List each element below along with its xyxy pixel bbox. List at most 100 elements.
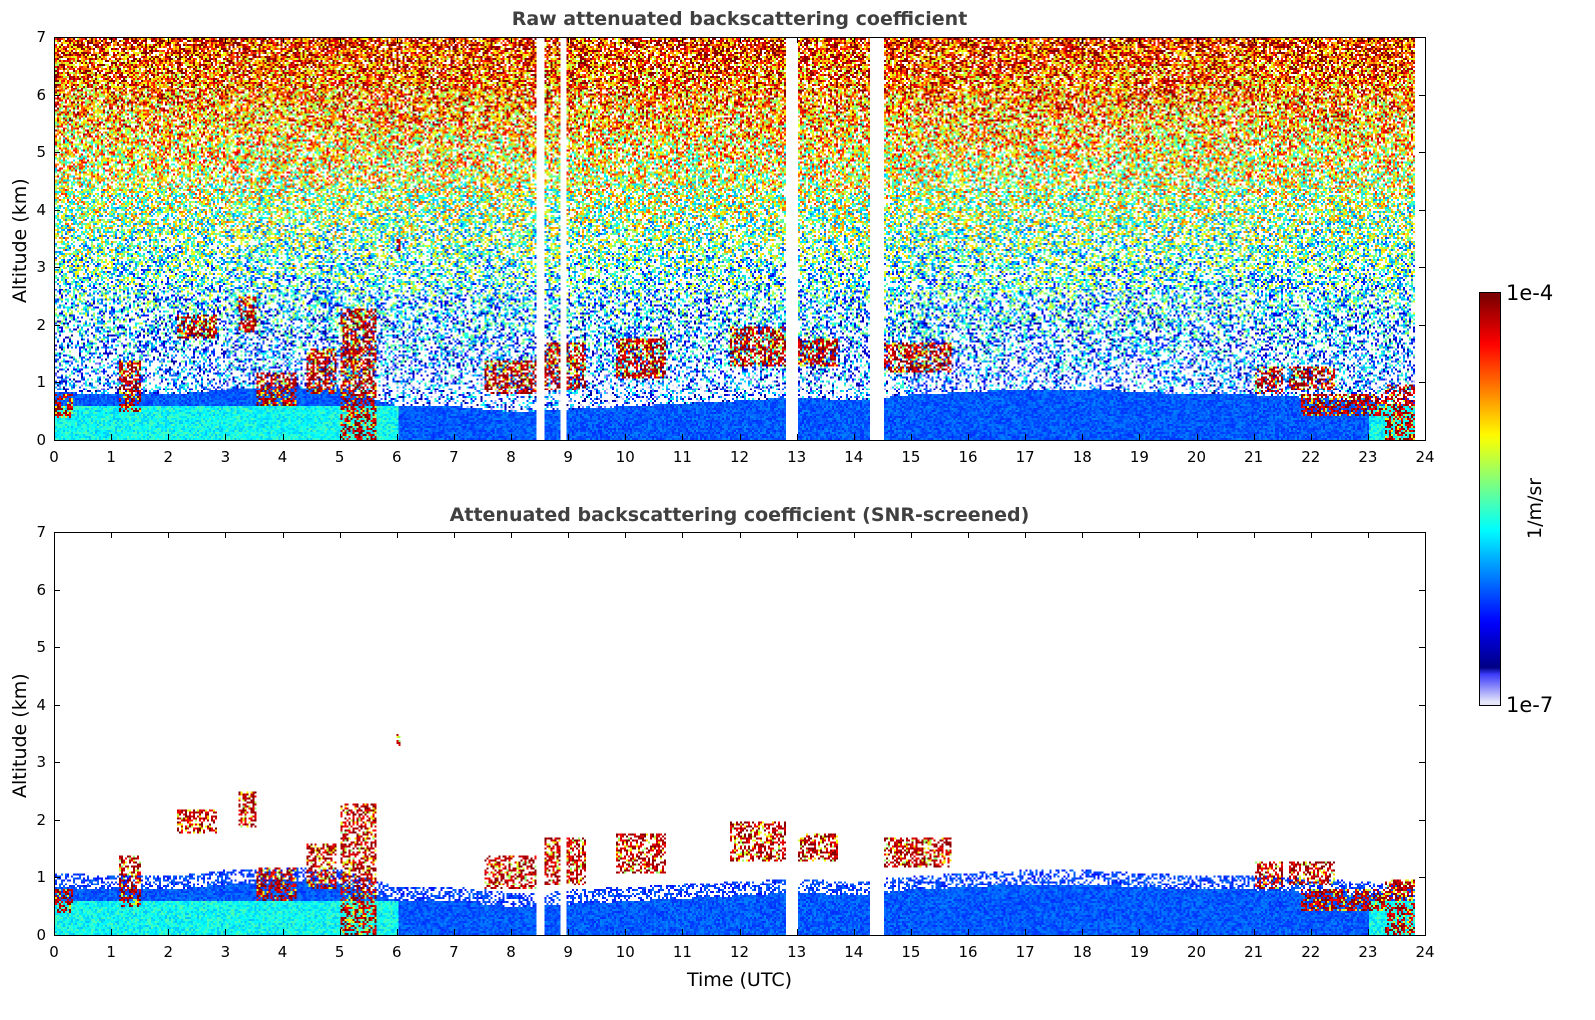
raw-backscatter-heatmap <box>54 37 1426 441</box>
x-tick-mark <box>1425 37 1426 43</box>
x-tick-mark <box>1310 532 1312 538</box>
x-tick-mark <box>168 929 170 935</box>
x-tick-mark <box>1253 37 1255 43</box>
x-tick-mark <box>1196 434 1198 440</box>
x-tick-label: 1 <box>106 943 116 961</box>
x-tick-mark <box>910 929 912 935</box>
x-tick-mark <box>682 434 684 440</box>
y-tick-label: 3 <box>36 753 46 772</box>
y-tick-mark <box>54 647 60 649</box>
y-tick-mark <box>1419 647 1425 649</box>
x-tick-mark <box>739 532 741 538</box>
y-tick-mark <box>54 382 60 384</box>
y-tick-mark <box>1419 94 1425 96</box>
x-tick-label: 1 <box>106 448 116 466</box>
x-tick-label: 7 <box>449 943 459 961</box>
x-tick-mark <box>1025 37 1027 43</box>
x-tick-label: 10 <box>615 448 635 466</box>
x-tick-mark <box>339 929 341 935</box>
x-tick-label: 20 <box>1186 448 1207 466</box>
colorbar-max-label: 1e-4 <box>1506 281 1554 305</box>
colorbar-gradient <box>1480 293 1500 705</box>
x-tick-mark <box>1139 532 1141 538</box>
x-tick-mark <box>282 434 284 440</box>
x-tick-mark <box>682 929 684 935</box>
y-tick-mark <box>1419 152 1425 154</box>
y-tick-label: 6 <box>36 580 46 599</box>
x-tick-label: 19 <box>1129 448 1149 466</box>
x-tick-mark <box>1196 532 1198 538</box>
x-tick-mark <box>453 434 455 440</box>
x-tick-label: 18 <box>1072 943 1092 961</box>
x-tick-mark <box>511 532 512 538</box>
x-tick-label: 5 <box>334 943 345 961</box>
x-tick-label: 16 <box>958 448 978 466</box>
x-tick-label: 21 <box>1244 448 1264 466</box>
colorbar-units-label: 1/m/sr <box>1524 477 1546 539</box>
x-tick-mark <box>111 532 113 538</box>
x-tick-mark <box>682 37 684 43</box>
y-tick-mark <box>1419 819 1425 821</box>
x-tick-mark <box>396 434 398 440</box>
x-tick-mark <box>1253 532 1255 538</box>
y-tick-label: 6 <box>36 85 46 104</box>
x-tick-label: 0 <box>49 943 59 961</box>
y-tick-label: 1 <box>36 868 46 887</box>
y-tick-mark <box>1419 762 1425 764</box>
x-tick-mark <box>568 434 570 440</box>
x-tick-mark <box>396 532 398 538</box>
x-tick-mark <box>396 37 398 43</box>
x-tick-mark <box>1139 434 1141 440</box>
y-tick-mark <box>54 94 60 96</box>
x-tick-mark <box>453 37 455 43</box>
x-tick-label: 21 <box>1244 943 1264 961</box>
x-tick-mark <box>111 434 113 440</box>
x-tick-mark <box>511 434 512 440</box>
x-tick-label: 9 <box>563 448 573 466</box>
y-tick-mark <box>54 877 60 879</box>
top-y-axis-label: Altitude (km) <box>9 178 31 303</box>
x-tick-label: 7 <box>449 448 459 466</box>
y-tick-mark <box>54 440 60 441</box>
x-tick-mark <box>1082 37 1084 43</box>
y-tick-label: 7 <box>36 28 46 46</box>
x-tick-mark <box>1310 929 1312 935</box>
y-tick-mark <box>1419 440 1425 441</box>
x-tick-mark <box>282 37 284 43</box>
x-tick-mark <box>568 37 570 43</box>
x-tick-mark <box>225 929 227 935</box>
y-tick-mark <box>1419 589 1425 591</box>
x-tick-mark <box>910 434 912 440</box>
x-tick-mark <box>1025 929 1027 935</box>
x-tick-mark <box>853 37 855 43</box>
x-tick-mark <box>225 37 227 43</box>
x-tick-mark <box>853 434 855 440</box>
x-tick-mark <box>1425 532 1426 538</box>
x-tick-label: 3 <box>220 448 231 466</box>
x-tick-mark <box>739 434 741 440</box>
y-tick-mark <box>1419 935 1425 936</box>
bottom-plot-title: Attenuated backscattering coefficient (S… <box>449 504 1030 526</box>
y-tick-mark <box>1419 382 1425 384</box>
x-tick-label: 8 <box>506 448 516 466</box>
x-tick-mark <box>54 532 55 538</box>
x-tick-label: 0 <box>49 448 59 466</box>
x-tick-label: 8 <box>506 943 516 961</box>
x-tick-label: 15 <box>901 448 921 466</box>
y-tick-mark <box>54 209 60 211</box>
heatmap-cells <box>55 533 1425 935</box>
x-tick-label: 4 <box>277 943 288 961</box>
x-tick-label: 19 <box>1129 943 1149 961</box>
x-tick-mark <box>1196 37 1198 43</box>
x-tick-mark <box>625 929 627 935</box>
x-tick-mark <box>111 37 113 43</box>
x-tick-mark <box>1310 434 1312 440</box>
y-tick-label: 5 <box>36 143 46 162</box>
x-tick-mark <box>853 532 855 538</box>
x-axis-label: Time (UTC) <box>686 969 793 991</box>
y-tick-mark <box>1419 532 1425 533</box>
x-tick-label: 22 <box>1301 448 1321 466</box>
x-tick-label: 3 <box>220 943 231 961</box>
y-tick-label: 0 <box>36 926 46 944</box>
x-tick-mark <box>396 929 398 935</box>
